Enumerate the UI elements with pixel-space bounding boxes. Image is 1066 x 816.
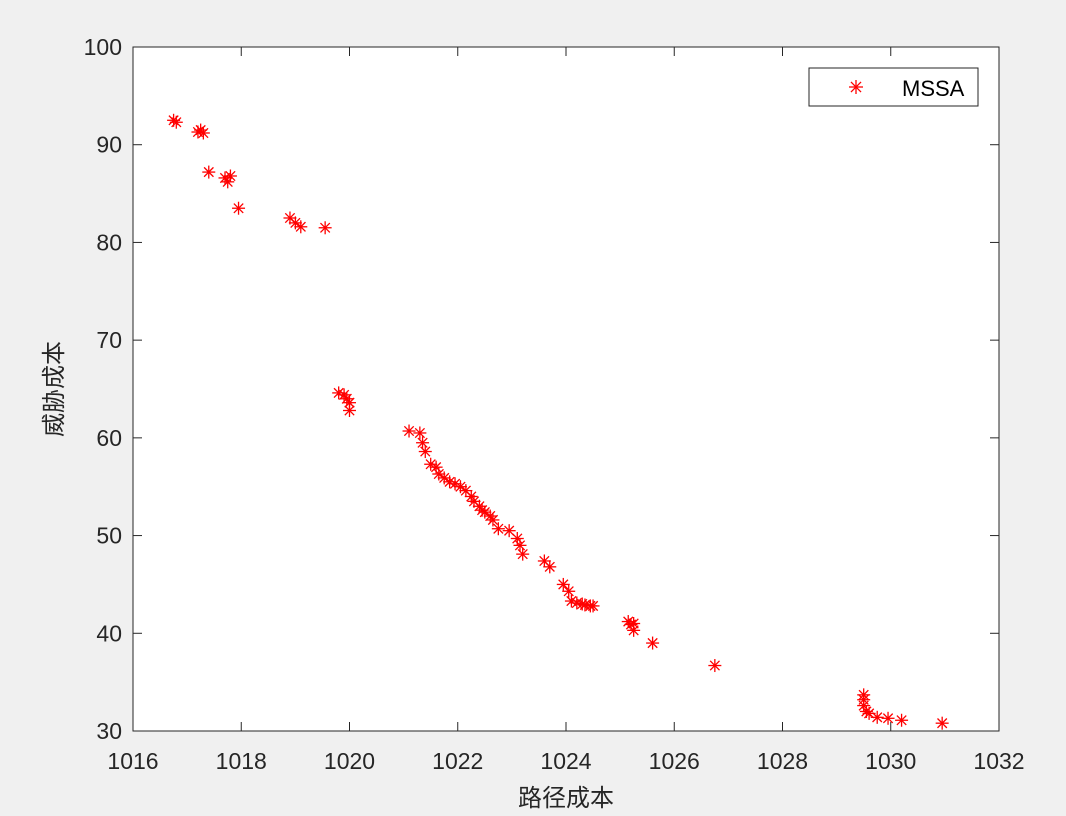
data-point xyxy=(646,636,660,650)
data-point xyxy=(556,577,570,591)
y-tick-label: 90 xyxy=(96,132,122,158)
y-tick-label: 40 xyxy=(96,620,122,646)
data-point xyxy=(491,522,505,536)
y-axis-ticks: 30 40 50 60 70 80 90 100 xyxy=(84,34,999,744)
x-axis-label: 路径成本 xyxy=(518,785,614,812)
data-point xyxy=(402,424,416,438)
y-tick-label: 100 xyxy=(84,34,122,60)
data-point xyxy=(343,396,356,410)
x-tick-label: 1028 xyxy=(757,748,808,774)
data-point xyxy=(857,699,871,713)
x-tick-label: 1030 xyxy=(865,748,916,774)
y-axis-label: 威胁成本 xyxy=(41,341,68,437)
data-point xyxy=(870,710,884,724)
y-tick-label: 80 xyxy=(96,229,122,255)
x-tick-label: 1020 xyxy=(324,748,375,774)
x-tick-label: 1022 xyxy=(432,748,483,774)
data-point xyxy=(564,594,578,608)
legend-label-mssa: MSSA xyxy=(902,76,965,101)
data-point xyxy=(416,436,430,450)
data-point xyxy=(318,221,332,235)
data-point xyxy=(413,426,427,440)
data-point xyxy=(448,477,462,491)
data-point xyxy=(169,115,183,129)
x-tick-label: 1018 xyxy=(216,748,267,774)
legend-asterisk-icon xyxy=(849,80,863,94)
x-axis-ticks: 1016 1018 1020 1022 1024 1026 1028 1030 1032 xyxy=(107,47,1025,774)
plot-axes: 1016 1018 1020 1022 1024 1026 1028 1030 1032 30 4… xyxy=(84,34,1025,774)
data-point xyxy=(486,513,500,527)
data-point xyxy=(935,716,949,730)
data-point xyxy=(562,584,576,598)
data-point xyxy=(537,554,551,568)
legend-box xyxy=(808,67,979,107)
plot-area xyxy=(133,47,999,731)
legend-marker-asterisk xyxy=(849,80,863,94)
y-tick-label: 60 xyxy=(96,425,122,451)
x-tick-label: 1016 xyxy=(107,748,158,774)
y-tick-label: 50 xyxy=(96,523,122,549)
data-point xyxy=(586,599,600,613)
data-point xyxy=(862,706,876,720)
plot-frame xyxy=(132,46,1000,732)
data-point xyxy=(437,471,451,485)
data-point xyxy=(332,386,346,400)
x-tick-label: 1026 xyxy=(649,748,700,774)
data-point xyxy=(708,659,722,673)
data-point xyxy=(223,169,237,183)
data-point xyxy=(895,713,909,727)
data-point xyxy=(202,165,216,179)
x-tick-label: 1024 xyxy=(540,748,591,774)
data-point xyxy=(294,220,308,234)
data-point xyxy=(478,505,492,519)
x-tick-label: 1032 xyxy=(973,748,1024,774)
y-tick-label: 70 xyxy=(96,327,122,353)
data-point xyxy=(196,126,210,140)
y-tick-label: 30 xyxy=(96,718,122,744)
legend: MSSA xyxy=(808,67,979,107)
data-point xyxy=(232,201,246,215)
scatter-points xyxy=(167,113,949,730)
data-point xyxy=(343,403,356,417)
data-point xyxy=(543,560,557,574)
data-point xyxy=(513,538,527,552)
data-point xyxy=(502,524,516,538)
data-point xyxy=(424,457,438,471)
data-point xyxy=(881,711,895,725)
data-point xyxy=(516,547,530,561)
data-point xyxy=(627,617,641,631)
data-point xyxy=(418,445,432,459)
